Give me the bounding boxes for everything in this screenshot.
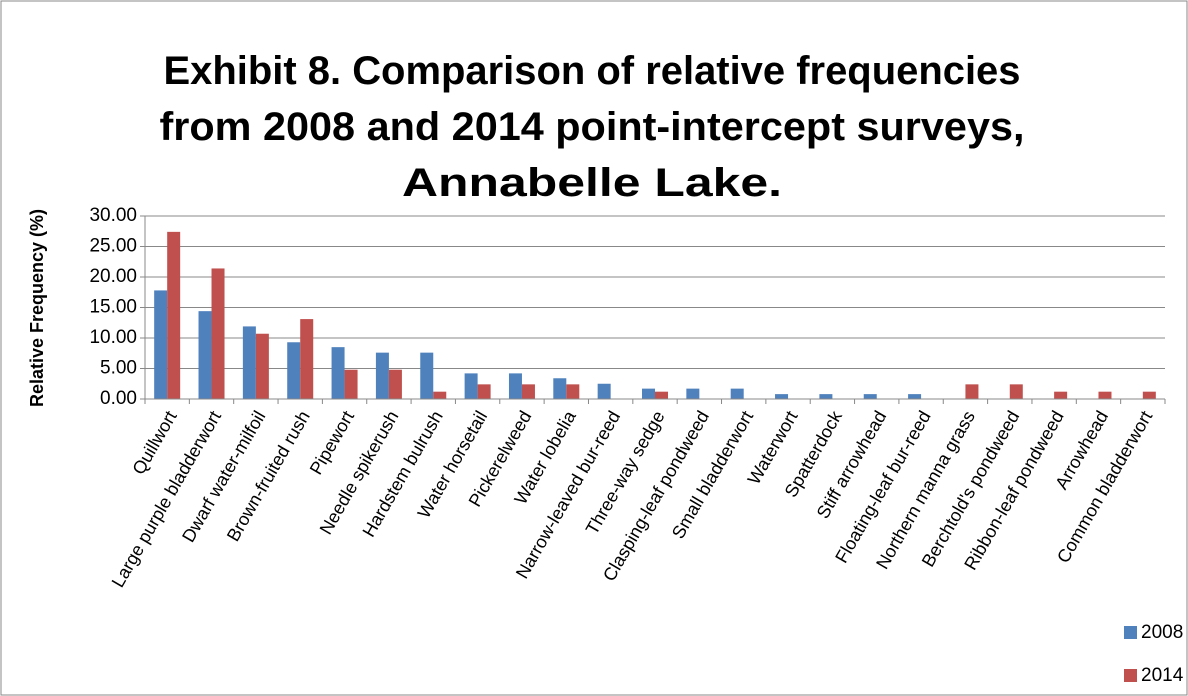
bar (477, 384, 491, 399)
bar (375, 352, 389, 399)
y-tick-label: 25.00 (89, 236, 137, 257)
legend-swatch (1124, 669, 1137, 682)
bar (1009, 384, 1023, 399)
chart-title: Exhibit 8. Comparison of relative freque… (164, 49, 1021, 93)
bar (819, 394, 833, 399)
bar (1054, 391, 1068, 399)
bar (255, 333, 269, 399)
bar (433, 391, 447, 399)
bar (642, 388, 655, 399)
y-tick-label: 0.00 (100, 388, 137, 409)
chart-title: Annabelle Lake. (402, 161, 782, 205)
bar (553, 378, 567, 399)
y-tick-label: 10.00 (89, 327, 137, 348)
bar (597, 383, 611, 399)
legend-label: 2014 (1141, 665, 1184, 686)
y-tick-label: 20.00 (89, 266, 137, 287)
y-tick-label: 30.00 (89, 205, 137, 226)
bar (775, 394, 789, 399)
bar (300, 319, 314, 399)
bar (464, 373, 478, 399)
bar (1142, 391, 1156, 399)
bar (331, 347, 345, 399)
bar (242, 326, 256, 399)
legend-label: 2008 (1141, 622, 1183, 643)
bar (686, 388, 700, 399)
bar (655, 391, 668, 399)
bar (344, 369, 358, 399)
bar (730, 388, 744, 399)
y-tick-label: 15.00 (89, 297, 137, 318)
y-tick-label: 5.00 (100, 358, 137, 379)
bar (388, 369, 402, 399)
bar (211, 268, 225, 399)
bar (965, 384, 979, 399)
bar (908, 394, 922, 399)
bar (154, 290, 168, 399)
bar (167, 231, 181, 399)
bar (287, 342, 301, 399)
bar (566, 384, 580, 399)
bar (508, 373, 522, 399)
bar (420, 352, 434, 399)
y-axis-label: Relative Frequency (%) (27, 209, 47, 407)
chart-title: from 2008 and 2014 point-intercept surve… (160, 105, 1025, 149)
bar (1098, 391, 1112, 399)
legend-swatch (1124, 626, 1137, 639)
bar (521, 384, 535, 399)
bar (863, 394, 877, 399)
bar (198, 311, 212, 399)
